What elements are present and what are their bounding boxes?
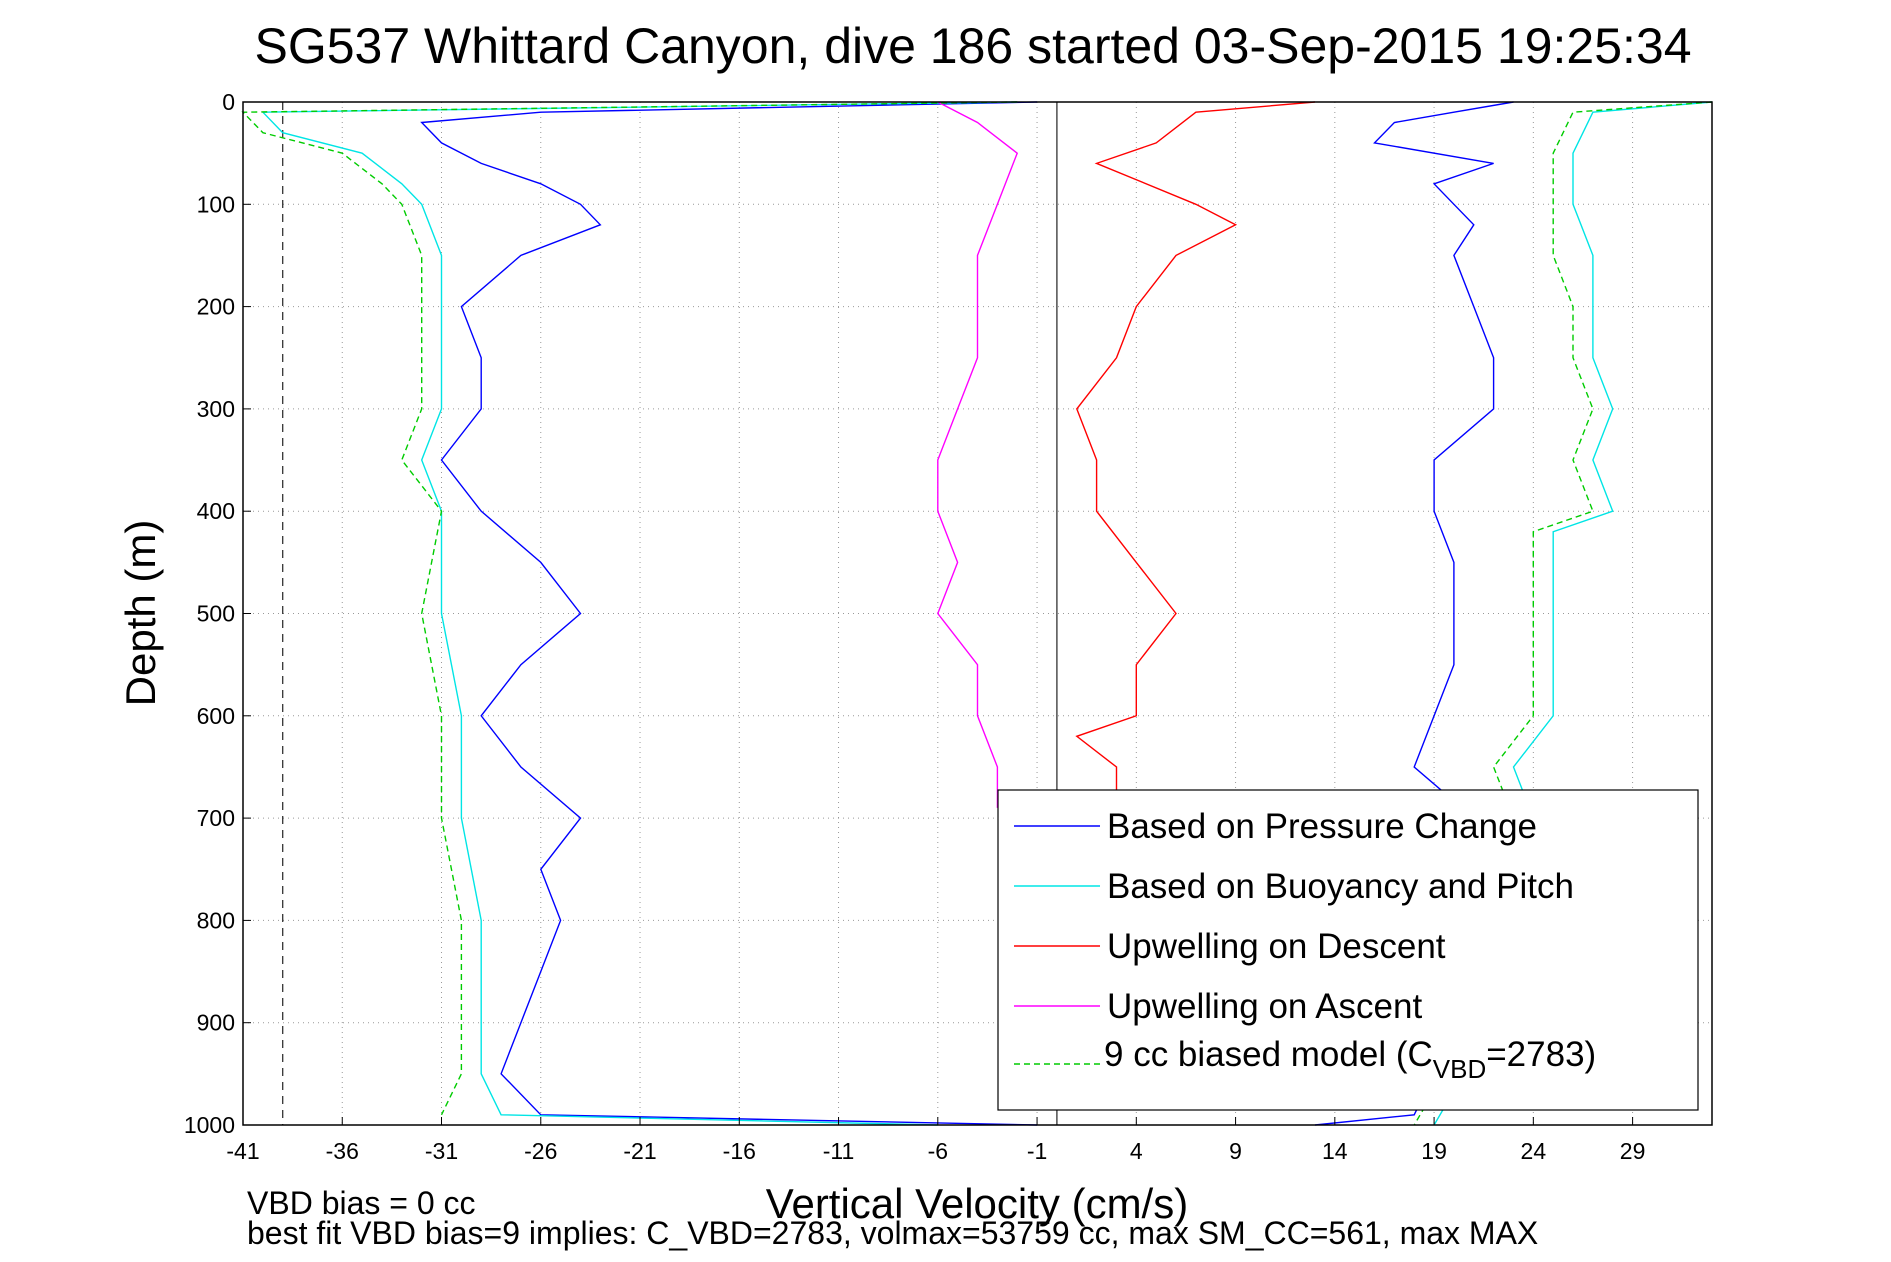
x-ticks: -41 -36 -31 -26 -21 -16 -11 -6 -1 4 9 14 19 24 29	[226, 1117, 1645, 1164]
x-tick-label: -16	[723, 1138, 756, 1164]
series-line-pressure	[420, 101, 1038, 1126]
series-line-buoyancy	[261, 101, 1018, 1126]
legend-model-suffix: =2783)	[1486, 1035, 1596, 1074]
x-tick-label: 9	[1229, 1138, 1242, 1164]
series-line-asc	[937, 101, 1019, 808]
x-tick-label: -36	[326, 1138, 359, 1164]
x-tick-label: 29	[1620, 1138, 1646, 1164]
x-tick-label: 14	[1322, 1138, 1348, 1164]
y-tick-label: 300	[197, 396, 235, 422]
y-tick-label: 100	[197, 191, 235, 217]
x-tick-label: 24	[1521, 1138, 1547, 1164]
legend: Based on Pressure Change Based on Buoyan…	[997, 789, 1699, 1111]
footnote-line-2: best fit VBD bias=9 implies: C_VBD=2783,…	[247, 1215, 1538, 1251]
x-tick-label: -21	[623, 1138, 656, 1164]
x-tick-label: -31	[425, 1138, 458, 1164]
legend-model-name: 9 cc biased model (C	[1104, 1035, 1433, 1074]
y-tick-label: 400	[197, 498, 235, 524]
x-tick-label: -1	[1027, 1138, 1047, 1164]
legend-label-pressure: Based on Pressure Change	[1107, 807, 1537, 846]
legend-label-descent: Upwelling on Descent	[1107, 927, 1446, 966]
y-tick-label: 200	[197, 294, 235, 320]
x-tick-label: -41	[226, 1138, 259, 1164]
y-tick-label: 600	[197, 703, 235, 729]
legend-label-model: 9 cc biased model (CVBD=2783)	[1104, 1035, 1596, 1084]
legend-model-subscript: VBD	[1433, 1054, 1486, 1084]
x-tick-label: 19	[1421, 1138, 1447, 1164]
y-tick-label: 700	[197, 805, 235, 831]
y-tick-label: 900	[197, 1010, 235, 1036]
x-tick-label: -11	[823, 1138, 855, 1164]
y-axis-label: Depth (m)	[117, 520, 164, 707]
legend-label-ascent: Upwelling on Ascent	[1107, 987, 1422, 1026]
y-tick-label: 800	[197, 907, 235, 933]
y-tick-label: 0	[222, 89, 235, 115]
y-tick-label: 500	[197, 601, 235, 627]
x-tick-label: -6	[928, 1138, 948, 1164]
legend-label-buoyancy: Based on Buoyancy and Pitch	[1107, 867, 1574, 906]
legend-box	[997, 789, 1699, 1111]
y-ticks: 0 100 200 300 400 500 600 700 800 900 1000	[184, 89, 251, 1138]
x-tick-label: -26	[524, 1138, 557, 1164]
x-axis-label: Vertical Velocity (cm/s)	[766, 1180, 1188, 1227]
footnote-line-1: VBD bias = 0 cc	[247, 1185, 476, 1221]
series-line-model	[241, 101, 1018, 1116]
y-tick-label: 1000	[184, 1112, 235, 1138]
chart-title: SG537 Whittard Canyon, dive 186 started …	[254, 18, 1691, 74]
series-line-desc	[1075, 101, 1316, 798]
x-tick-label: 4	[1130, 1138, 1143, 1164]
